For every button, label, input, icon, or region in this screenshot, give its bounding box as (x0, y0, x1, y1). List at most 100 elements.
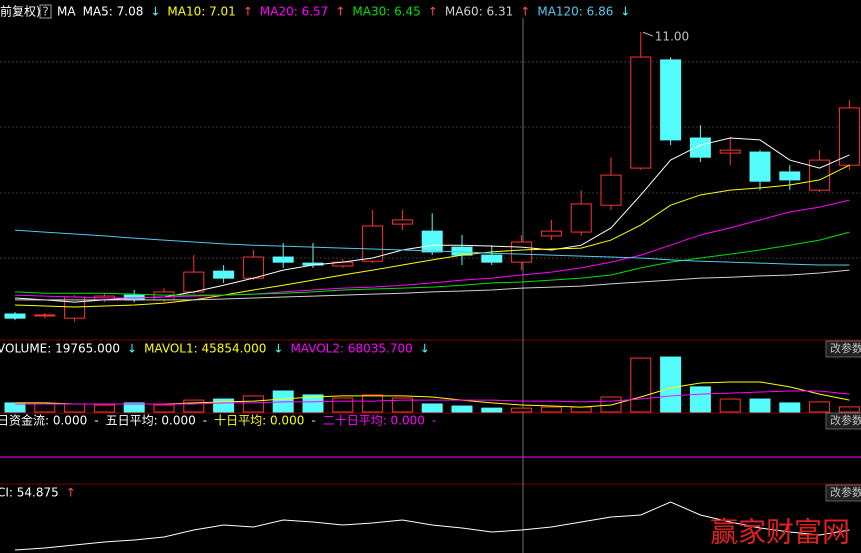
volume-bar (570, 406, 592, 413)
watermark: 赢家财富网 (710, 516, 850, 549)
candle-body (540, 230, 562, 237)
candle-body (749, 151, 771, 182)
candle-body (421, 230, 443, 253)
legend-item: ↑ (66, 486, 76, 500)
mavol-line (15, 390, 850, 405)
legend-item: MA20: 6.57 (260, 5, 328, 19)
legend-item: MA10: 7.01 (167, 5, 235, 19)
candle-body (481, 254, 503, 263)
candle-body (511, 241, 533, 263)
button-label[interactable]: 改参数 (830, 413, 861, 427)
legend-item: ↑ (520, 5, 530, 19)
candle-body (689, 137, 711, 158)
ma-line (14, 199, 850, 299)
legend-item: - (311, 414, 315, 428)
candle-body (719, 149, 741, 154)
candle-body (660, 59, 682, 141)
legend-item: MAVOL2: 68035.700 (290, 342, 412, 356)
volume-bar (183, 399, 205, 413)
button[interactable] (825, 484, 861, 502)
candle-body (242, 256, 264, 279)
volume-bar (749, 398, 771, 413)
grid (0, 61, 861, 259)
button-label[interactable]: 改参数 (830, 485, 861, 499)
volume-bar (540, 406, 562, 413)
button[interactable] (825, 412, 861, 430)
volume-bar (242, 395, 264, 413)
volume-bar (689, 386, 711, 413)
legend-item: 日资金流: 0.000 (0, 413, 87, 428)
candle-body (570, 203, 592, 233)
annotation-arrow (642, 31, 653, 37)
ma-line (14, 231, 850, 296)
volume-bar (511, 407, 533, 413)
help-text[interactable]: ? (42, 5, 48, 19)
volume-bar (630, 357, 652, 413)
legend-item: MAVOL1: 45854.000 (144, 342, 266, 356)
button-label[interactable]: 改参数 (830, 341, 861, 355)
legend-item: MA120: 6.86 (537, 5, 613, 19)
volume-bar (391, 397, 413, 413)
legend-item: MA60: 6.31 (445, 5, 513, 19)
legend-item: ↑ (428, 5, 438, 19)
legend-item: MA (57, 5, 76, 19)
volume-bar (600, 396, 622, 413)
volume-bar (362, 394, 384, 413)
candle-body (183, 271, 205, 293)
annotation: 11.00 (655, 30, 689, 44)
candle-body (600, 174, 622, 206)
legend-item: ↓ (150, 5, 160, 19)
legend-item: ↓ (273, 342, 283, 356)
legend-item: ↑ (335, 5, 345, 19)
volume-bar (153, 404, 175, 413)
volume-bar (302, 394, 324, 413)
legend-item: MA5: 7.08 (83, 5, 144, 19)
volume-bar (719, 398, 741, 413)
legend-item: ↓ (420, 342, 430, 356)
candle-body (779, 171, 801, 181)
legend-item: - (94, 414, 98, 428)
ma-line (15, 269, 850, 301)
volume-bar (93, 404, 115, 413)
volume-bar (809, 401, 831, 413)
candle-body (272, 256, 294, 263)
legend-item: ↓ (127, 342, 137, 356)
ci-line (14, 501, 850, 551)
legend-item: 十日平均: 0.000 (214, 414, 304, 428)
legend-item: MA30: 6.45 (352, 5, 420, 19)
ma-line (14, 229, 850, 266)
legend-item: 二十日平均: 0.000 (323, 414, 425, 428)
legend-item: ↓ (620, 5, 630, 19)
legend-item: 五日平均: 0.000 (106, 414, 196, 428)
candle-body (630, 56, 652, 169)
legend-item: VOLUME: 19765.000 (0, 342, 120, 356)
volume-bar (123, 402, 145, 413)
volume-bar (779, 402, 801, 413)
volume-bar (660, 356, 682, 413)
legend-item: - (203, 414, 207, 428)
ma-line (14, 164, 850, 308)
volume-bar (34, 403, 56, 413)
legend-item: - (432, 414, 436, 428)
volume-bar (213, 398, 235, 413)
chart-title: 前复权) (0, 4, 41, 19)
candle-body (4, 313, 26, 319)
button[interactable] (825, 340, 861, 358)
help-icon[interactable] (39, 4, 52, 19)
volume-bar (332, 397, 354, 413)
legend-item: CI: 54.875 (0, 486, 59, 500)
volume-bar (451, 405, 473, 413)
legend-item: ↑ (243, 5, 253, 19)
candle-body (391, 219, 413, 225)
candle-body (34, 314, 56, 317)
candle-body (213, 270, 235, 279)
candle-body (362, 225, 384, 262)
volume-bar (64, 403, 86, 413)
volume-bar (421, 403, 443, 413)
candle-body (838, 107, 860, 166)
volume-bar (838, 406, 860, 413)
volume-bar (481, 407, 503, 413)
